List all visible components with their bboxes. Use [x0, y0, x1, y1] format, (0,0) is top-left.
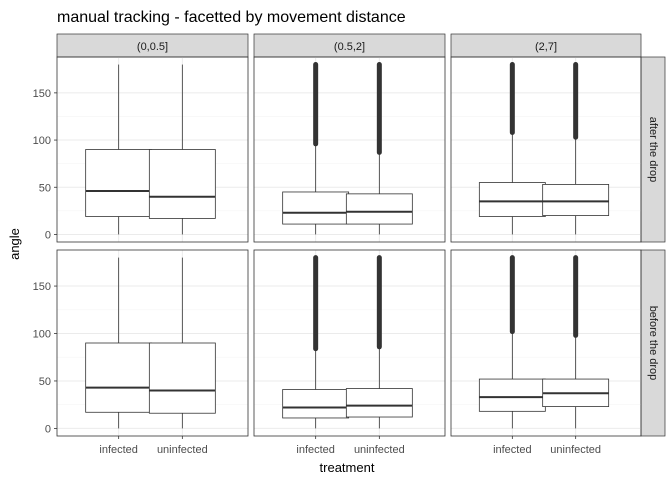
x-tick-label: infected — [296, 444, 335, 456]
facet-strip-label: (0.5,2] — [334, 41, 365, 53]
panel-border — [253, 56, 446, 243]
facet-strip-label: after the drop — [647, 117, 659, 182]
facet-panel: 0 50 100 150 — [33, 56, 249, 243]
x-tick-label: uninfected — [157, 444, 208, 456]
y-tick-label: 0 — [45, 229, 51, 241]
box-body — [345, 193, 413, 225]
panel-border — [253, 249, 446, 437]
box-body — [148, 342, 216, 414]
facet-panel: infected uninfected — [253, 249, 446, 456]
facet-panel — [450, 56, 642, 243]
box-body — [542, 184, 610, 216]
plot-area: (0,0.5] (0.5,2] (2,7] after the drop before … — [33, 33, 666, 456]
facet-panel: 0 50 100 150 infected uninfected — [33, 249, 249, 456]
x-tick-label: uninfected — [550, 444, 601, 456]
y-tick-label: 100 — [33, 329, 51, 341]
facet-panel — [253, 56, 446, 243]
y-tick-label: 50 — [39, 182, 51, 194]
panel-border — [450, 56, 642, 243]
y-tick-label: 150 — [33, 88, 51, 100]
box-body — [345, 388, 413, 418]
panel-border — [450, 249, 642, 437]
x-tick-label: uninfected — [354, 444, 405, 456]
box-body — [478, 182, 546, 217]
box-body — [282, 191, 350, 225]
box-body — [85, 342, 153, 413]
x-tick-label: infected — [99, 444, 138, 456]
box-body — [282, 389, 350, 419]
y-tick-label: 150 — [33, 281, 51, 293]
facet-strip-row — [640, 249, 666, 437]
y-tick-label: 100 — [33, 135, 51, 147]
panel-border — [56, 249, 249, 437]
y-tick-label: 50 — [39, 376, 51, 388]
facet-panel: infected uninfected — [450, 249, 642, 456]
facet-strip-label: before the drop — [647, 306, 659, 381]
box-body — [148, 149, 216, 219]
facet-strip-label: (2,7] — [535, 41, 557, 53]
y-axis-title: angle — [7, 228, 22, 260]
facet-strip-label: (0,0.5] — [137, 41, 168, 53]
y-tick-label: 0 — [45, 423, 51, 435]
box-body — [478, 378, 546, 412]
box-body — [85, 149, 153, 217]
facet-strip-row — [640, 56, 666, 243]
panel-border — [56, 56, 249, 243]
x-axis-title: treatment — [320, 460, 375, 475]
chart-title: manual tracking - facetted by movement d… — [57, 9, 406, 26]
x-tick-label: infected — [493, 444, 532, 456]
